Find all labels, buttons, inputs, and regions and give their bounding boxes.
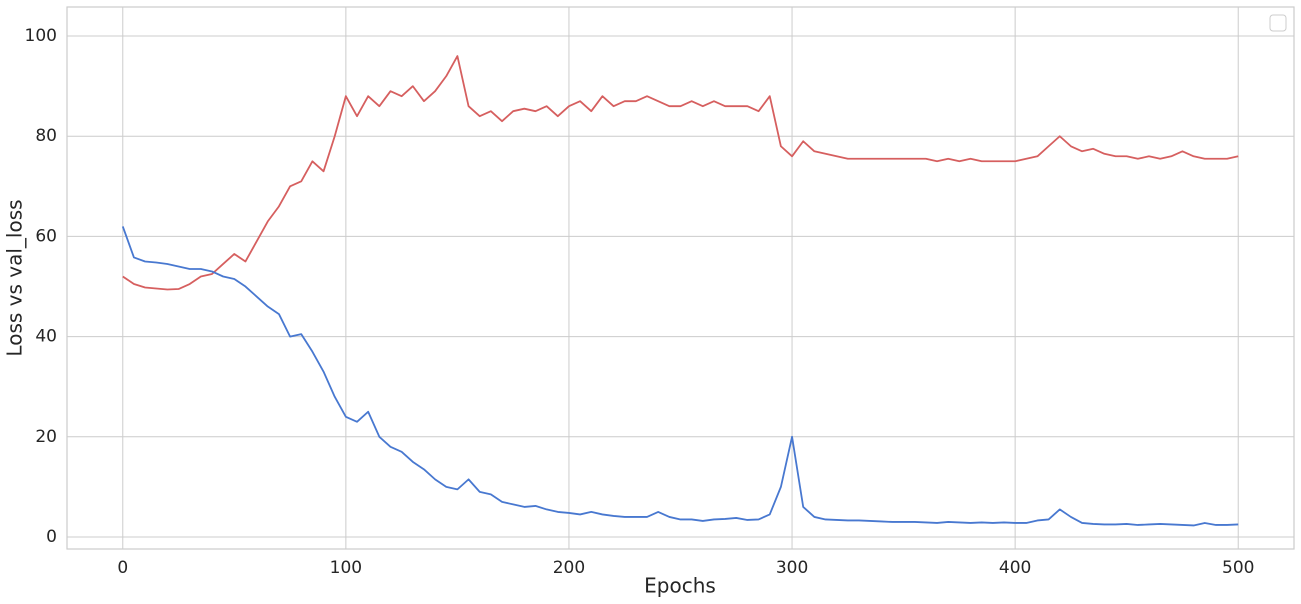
x-tick-label: 200	[553, 558, 585, 578]
data-line	[122, 55, 1239, 291]
legend-box	[1269, 14, 1287, 32]
y-axis-label: Loss vs val_loss	[3, 199, 27, 356]
x-tick-label: 500	[1222, 558, 1254, 578]
y-tick-label: 40	[35, 327, 57, 347]
data-line	[121, 226, 1239, 527]
x-tick-label: 0	[117, 558, 128, 578]
x-axis-label: Epochs	[644, 574, 716, 598]
y-tick-label: 20	[35, 427, 57, 447]
y-tick-label: 80	[35, 126, 57, 146]
x-tick-label: 100	[330, 558, 362, 578]
y-tick-label: 0	[46, 527, 57, 547]
x-tick-label: 300	[776, 558, 808, 578]
y-tick-label: 100	[25, 26, 57, 46]
x-tick-label: 400	[999, 558, 1031, 578]
plot-frame	[66, 6, 1295, 550]
y-tick-label: 60	[35, 226, 57, 246]
